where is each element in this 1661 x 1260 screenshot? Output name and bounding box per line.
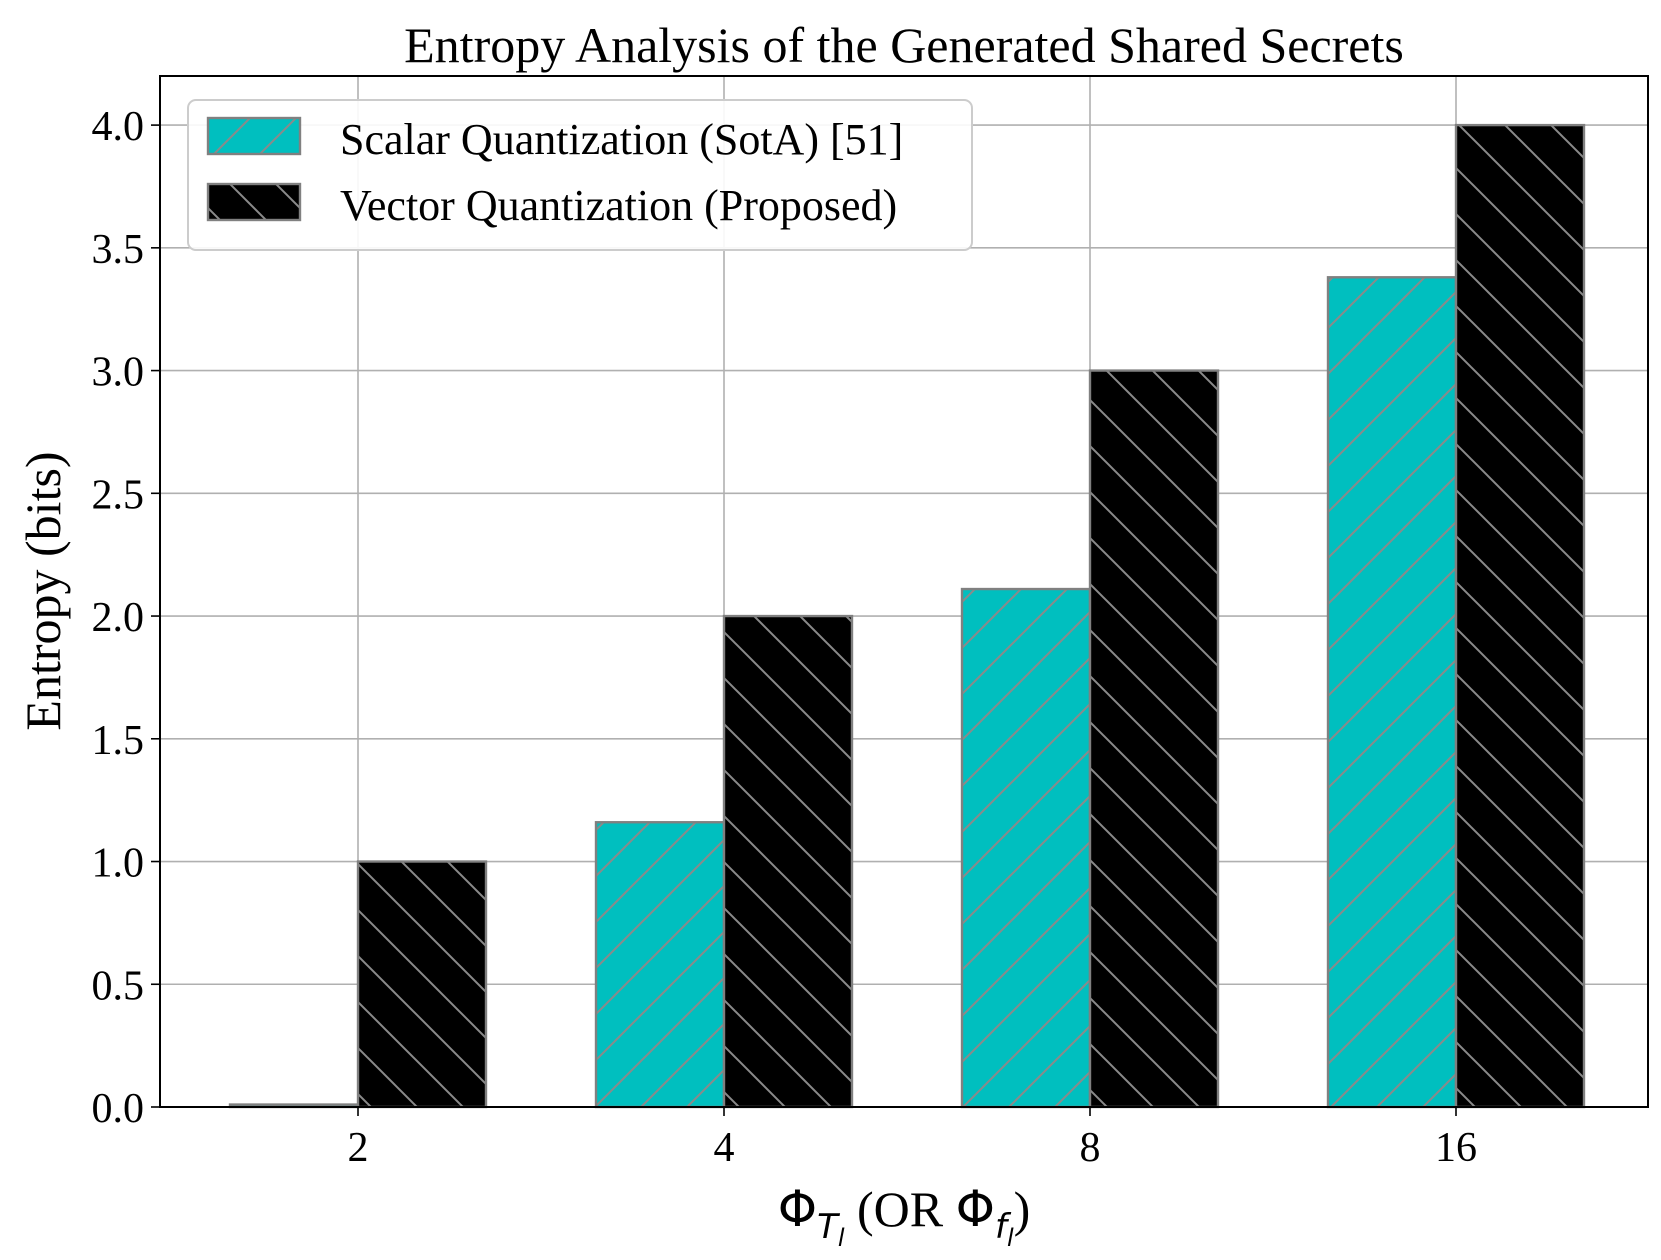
x-label-sub-t: T [817, 1207, 840, 1247]
legend-entry-scalar: Scalar Quantization (SotA) [51] [206, 115, 903, 164]
y-tick-label: 1.5 [92, 718, 145, 764]
x-label-end: ) [1014, 1181, 1031, 1237]
plot-frame [159, 75, 1649, 1108]
y-tick-label: 3.5 [92, 227, 145, 273]
legend-label-vector: Vector Quantization (Proposed) [340, 181, 897, 230]
y-tick-label: 2.5 [92, 472, 145, 518]
y-tick-label: 1.0 [92, 841, 145, 887]
legend-hatch-vector [206, 182, 302, 222]
x-tick-label: 16 [1435, 1125, 1477, 1171]
y-axis-label: Entropy (bits) [15, 451, 71, 730]
axis-ticks: 0.0 0.5 1.0 1.5 2.0 2.5 3.0 3.5 4.0 2 4 8 16 [92, 104, 1478, 1171]
bar-hatch-vector [1454, 123, 1586, 1109]
y-tick-label: 2.0 [92, 595, 145, 641]
chart-title: Entropy Analysis of the Generated Shared… [404, 17, 1404, 73]
bar-hatch-scalar [960, 587, 1092, 1109]
y-tick-label: 0.0 [92, 1086, 145, 1132]
x-tick-label: 2 [348, 1125, 369, 1171]
bar-hatch-scalar [1326, 276, 1458, 1109]
x-label-sub-l1: l [838, 1224, 845, 1252]
x-tick-label: 4 [714, 1125, 735, 1171]
bars [228, 123, 1586, 1109]
x-axis-label: ΦTl (OR Φfl) [778, 1180, 1031, 1252]
bar-hatch-vector [356, 860, 488, 1109]
legend: Scalar Quantization (SotA) [51] Vector Q… [187, 99, 973, 251]
legend-hatch-scalar [206, 116, 302, 156]
y-tick-label: 4.0 [92, 104, 145, 150]
y-tick-label: 0.5 [92, 963, 145, 1009]
legend-entry-vector: Vector Quantization (Proposed) [206, 181, 897, 230]
legend-label-scalar: Scalar Quantization (SotA) [51] [340, 115, 903, 164]
bar-hatch-vector [722, 614, 854, 1109]
x-label-mid: (OR [845, 1181, 956, 1237]
x-label-sub-l2: l [1007, 1224, 1014, 1252]
x-tick-label: 8 [1080, 1125, 1101, 1171]
bar-hatch-vector [1088, 369, 1220, 1109]
bar-hatch-scalar [594, 821, 726, 1109]
x-label-phi-2: Φ [956, 1180, 995, 1238]
y-tick-label: 3.0 [92, 350, 145, 396]
x-label-phi-1: Φ [778, 1180, 817, 1238]
legend-frame [187, 99, 973, 251]
